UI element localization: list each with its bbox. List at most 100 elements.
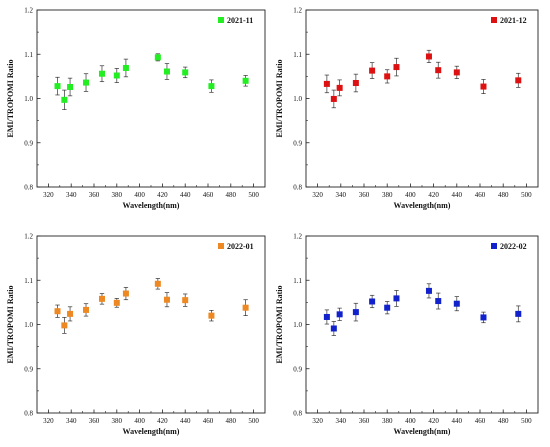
data-point bbox=[163, 63, 170, 80]
x-tick-label: 380 bbox=[112, 417, 123, 425]
data-point bbox=[182, 293, 189, 307]
data-point bbox=[369, 62, 376, 79]
data-point bbox=[435, 61, 442, 79]
x-tick-label: 440 bbox=[452, 191, 463, 199]
x-tick-label: 460 bbox=[475, 191, 486, 199]
y-tick-label: 0.9 bbox=[24, 139, 33, 147]
legend-marker bbox=[491, 243, 497, 249]
data-point bbox=[435, 292, 442, 310]
y-tick-label: 1.2 bbox=[293, 7, 302, 15]
data-marker bbox=[113, 299, 120, 306]
legend-marker bbox=[218, 243, 224, 249]
data-marker bbox=[113, 72, 120, 79]
x-tick-label: 420 bbox=[428, 191, 439, 199]
data-marker bbox=[453, 69, 460, 76]
y-tick-label: 1.1 bbox=[24, 277, 33, 285]
x-tick-label: 320 bbox=[43, 417, 54, 425]
data-point bbox=[425, 49, 432, 64]
data-marker bbox=[330, 325, 337, 332]
x-tick-label: 440 bbox=[180, 417, 191, 425]
x-tick-label: 480 bbox=[498, 417, 509, 425]
data-point bbox=[122, 286, 129, 301]
x-tick-label: 380 bbox=[382, 417, 393, 425]
data-point bbox=[98, 65, 105, 83]
data-marker bbox=[425, 287, 432, 294]
data-point bbox=[242, 299, 249, 316]
data-marker bbox=[98, 70, 105, 77]
x-tick-label: 420 bbox=[157, 191, 168, 199]
data-point bbox=[182, 66, 189, 79]
data-marker bbox=[323, 80, 330, 87]
data-marker bbox=[83, 79, 90, 86]
y-tick-label: 1.2 bbox=[24, 233, 33, 241]
y-tick-label: 0.9 bbox=[293, 139, 302, 147]
plot-frame bbox=[305, 9, 539, 188]
data-point bbox=[54, 304, 61, 318]
x-tick-label: 340 bbox=[336, 191, 347, 199]
data-point bbox=[352, 73, 359, 93]
data-point bbox=[61, 317, 68, 334]
plot-frame bbox=[36, 235, 266, 414]
y-tick-label: 1.2 bbox=[293, 233, 302, 241]
y-axis-title: EMI/TROPOMI Ratio bbox=[275, 60, 284, 138]
data-point bbox=[323, 309, 330, 325]
data-point bbox=[515, 72, 522, 88]
data-point bbox=[425, 283, 432, 299]
data-point bbox=[336, 79, 343, 97]
data-marker bbox=[515, 77, 522, 84]
x-tick-label: 360 bbox=[89, 417, 100, 425]
x-axis-title: Wavelength(nm) bbox=[394, 201, 451, 210]
legend-marker bbox=[218, 17, 224, 23]
y-tick-label: 1.0 bbox=[24, 321, 33, 329]
x-tick-label: 480 bbox=[226, 417, 237, 425]
data-marker bbox=[330, 95, 337, 102]
data-point bbox=[154, 53, 161, 62]
data-point bbox=[67, 77, 74, 97]
x-tick-label: 320 bbox=[43, 191, 54, 199]
data-point bbox=[113, 68, 120, 83]
data-marker bbox=[163, 68, 170, 75]
x-tick-label: 420 bbox=[157, 417, 168, 425]
data-marker bbox=[480, 314, 487, 321]
legend-label: 2021-12 bbox=[500, 16, 527, 25]
x-tick-label: 380 bbox=[382, 191, 393, 199]
data-marker bbox=[480, 83, 487, 90]
data-point bbox=[453, 296, 460, 312]
y-tick-label: 0.8 bbox=[293, 184, 302, 192]
data-point bbox=[369, 294, 376, 309]
data-marker bbox=[393, 295, 400, 302]
data-marker bbox=[336, 84, 343, 91]
chart-panel-2: 320 340 360 380 400 420 440 460 480 500 0.8 0.9 1.0 1… bbox=[275, 7, 539, 210]
y-tick-label: 1.1 bbox=[293, 277, 302, 285]
x-tick-label: 460 bbox=[203, 417, 214, 425]
data-marker bbox=[98, 295, 105, 302]
data-point bbox=[323, 74, 330, 94]
data-point bbox=[67, 306, 74, 322]
data-point bbox=[515, 305, 522, 323]
chart-panel-1: 320 340 360 380 400 420 440 460 480 500 0.8 0.9 1.0 1… bbox=[6, 7, 266, 210]
x-axis-title: Wavelength(nm) bbox=[123, 201, 180, 210]
y-tick-label: 0.9 bbox=[293, 365, 302, 373]
y-axis-title: EMI/TROPOMI Ratio bbox=[6, 60, 15, 138]
x-tick-label: 400 bbox=[134, 191, 145, 199]
legend-label: 2022-02 bbox=[500, 242, 527, 251]
data-point bbox=[54, 76, 61, 96]
y-tick-label: 1.0 bbox=[293, 321, 302, 329]
data-marker bbox=[208, 312, 215, 319]
data-marker bbox=[425, 53, 432, 60]
legend-label: 2021-11 bbox=[227, 16, 253, 25]
chart-panel-3: 320 340 360 380 400 420 440 460 480 500 0.8 0.9 1.0 1… bbox=[6, 233, 266, 436]
x-tick-label: 480 bbox=[226, 191, 237, 199]
x-tick-label: 320 bbox=[312, 417, 323, 425]
y-tick-label: 1.1 bbox=[293, 51, 302, 59]
data-point bbox=[98, 293, 105, 305]
data-point bbox=[61, 89, 68, 110]
data-marker bbox=[336, 311, 343, 318]
data-marker bbox=[369, 298, 376, 305]
y-tick-label: 0.8 bbox=[24, 184, 33, 192]
data-point bbox=[352, 302, 359, 322]
y-tick-label: 1.0 bbox=[24, 95, 33, 103]
plot-frame bbox=[36, 9, 266, 188]
data-point bbox=[480, 79, 487, 94]
x-tick-label: 380 bbox=[112, 191, 123, 199]
